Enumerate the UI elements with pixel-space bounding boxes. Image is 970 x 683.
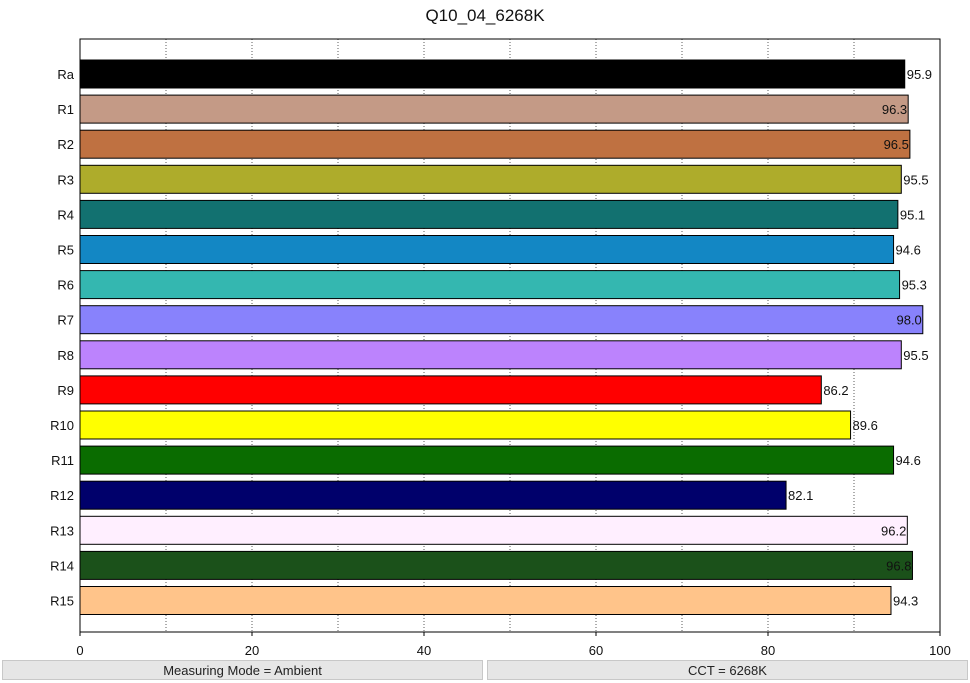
x-tick-label: 0 (76, 643, 83, 658)
bar-r7 (79, 305, 924, 335)
data-label: 96.2 (881, 523, 906, 538)
bars (79, 59, 924, 615)
bar-r3 (79, 164, 902, 194)
bar-chart: Ra R1 R2 R3 R4 R5 R6 R7 R8 R9 R10 R11 R12 R13 R14 R15 0… (50, 38, 951, 658)
data-label: 95.1 (900, 207, 925, 222)
bar-r10 (79, 410, 852, 440)
data-label: 96.3 (882, 102, 907, 117)
y-tick-label: R7 (57, 313, 74, 328)
y-tick-label: R10 (50, 418, 74, 433)
y-tick-label: R2 (57, 137, 74, 152)
y-tick-label: R9 (57, 383, 74, 398)
data-label: 89.6 (853, 418, 878, 433)
bar-r14 (79, 550, 913, 580)
x-tick-labels: 0 20 40 60 80 100 (76, 632, 951, 658)
status-cct: CCT = 6268K (487, 660, 968, 680)
data-label: 94.6 (896, 453, 921, 468)
y-tick-label: R13 (50, 523, 74, 538)
y-tick-label: R12 (50, 488, 74, 503)
data-label: 94.6 (896, 243, 921, 258)
bar-ra (79, 59, 906, 89)
x-tick-label: 60 (589, 643, 603, 658)
bar-r15 (79, 586, 892, 615)
y-tick-label: R1 (57, 102, 74, 117)
data-label: 95.5 (903, 348, 928, 363)
bar-r6 (79, 270, 901, 300)
x-tick-label: 100 (929, 643, 951, 658)
chart-title: Q10_04_6268K (425, 6, 545, 25)
y-tick-label: R8 (57, 348, 74, 363)
bar-r4 (79, 199, 899, 229)
data-label: 86.2 (823, 383, 848, 398)
bar-r11 (79, 445, 895, 475)
bar-r8 (79, 340, 902, 370)
data-label: 94.3 (893, 594, 918, 609)
data-label: 82.1 (788, 488, 813, 503)
data-label: 96.8 (886, 558, 911, 573)
y-tick-labels: Ra R1 R2 R3 R4 R5 R6 R7 R8 R9 R10 R11 R12 R13 R14 R15 (50, 67, 75, 609)
bar-r9 (79, 375, 822, 405)
y-tick-label: R6 (57, 278, 74, 293)
x-tick-label: 40 (417, 643, 431, 658)
y-tick-label: Ra (57, 67, 74, 82)
bar-r13 (79, 515, 908, 545)
y-tick-label: R4 (57, 207, 74, 222)
data-label: 98.0 (896, 313, 921, 328)
bar-r5 (79, 235, 895, 264)
data-label: 96.5 (884, 137, 909, 152)
plot-frame (79, 38, 941, 633)
status-measuring-mode: Measuring Mode = Ambient (2, 660, 483, 680)
y-tick-label: R15 (50, 594, 74, 609)
y-tick-label: R11 (51, 453, 74, 468)
y-tick-label: R14 (50, 558, 74, 573)
data-label: 95.5 (903, 172, 928, 187)
y-tick-label: R3 (57, 172, 74, 187)
data-label: 95.3 (902, 278, 927, 293)
data-label: 95.9 (907, 67, 932, 82)
bar-r12 (79, 480, 787, 510)
y-tick-label: R5 (57, 243, 74, 258)
data-labels: 95.9 96.3 96.5 95.5 95.1 94.6 95.3 98.0 95.5 86.2… (788, 67, 932, 609)
bar-r1 (79, 94, 909, 124)
x-tick-label: 20 (245, 643, 259, 658)
bar-r2 (79, 129, 911, 159)
x-tick-label: 80 (761, 643, 775, 658)
